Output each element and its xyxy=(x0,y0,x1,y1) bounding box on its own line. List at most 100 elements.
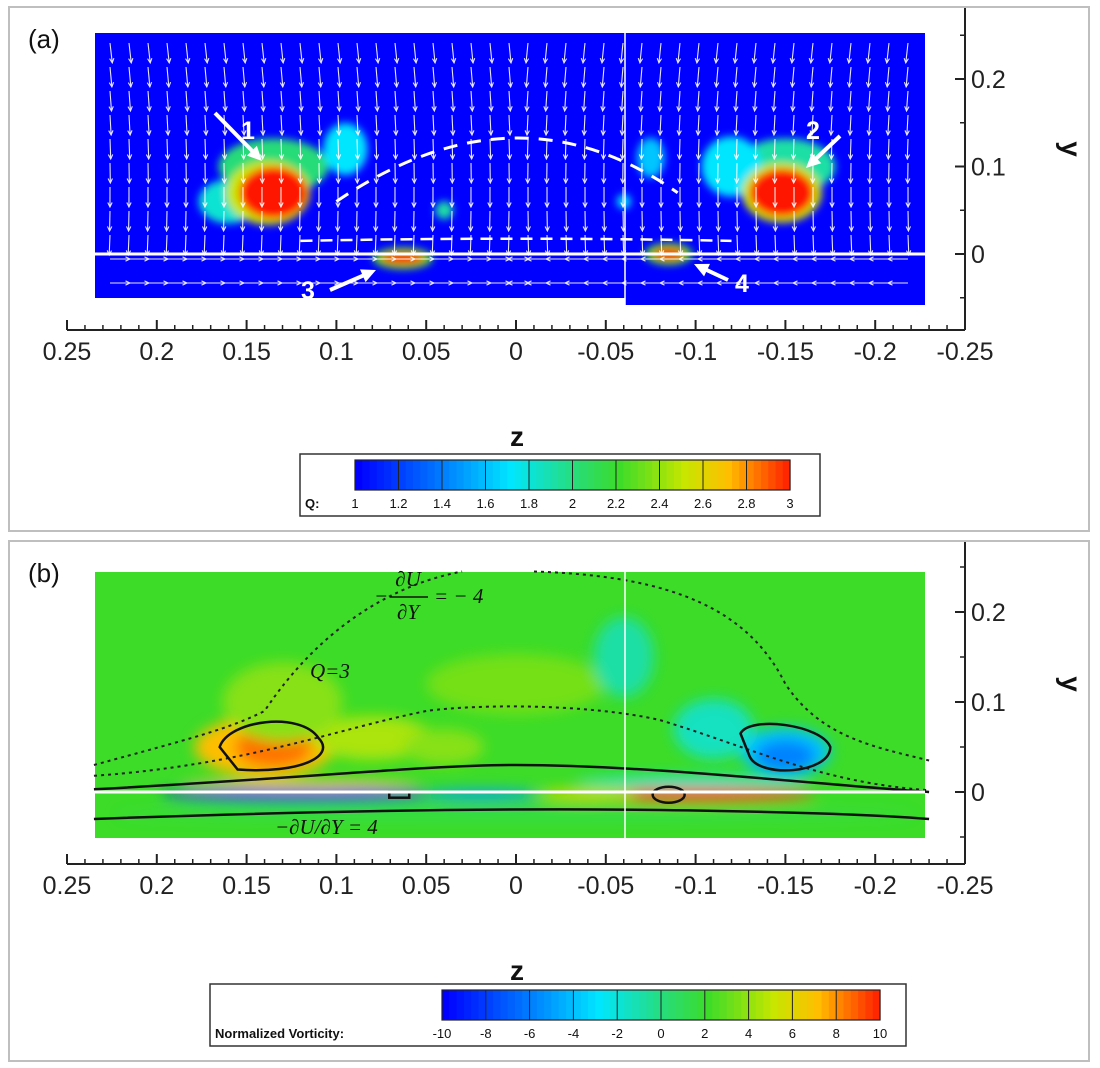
vector-arrowhead xyxy=(581,106,587,113)
vector-arrowhead xyxy=(259,226,265,233)
colorbar-tick-label: 2.8 xyxy=(737,496,755,511)
vorticity-region xyxy=(404,729,485,765)
vector-arrow xyxy=(146,234,149,256)
vector-arrowhead xyxy=(221,178,227,185)
vector-arrowhead xyxy=(145,178,151,185)
vector-arrowhead xyxy=(715,256,722,262)
vector-arrow xyxy=(204,138,207,160)
vector-arrowhead xyxy=(677,202,683,209)
vorticity-region xyxy=(755,740,816,772)
vector-arrowhead xyxy=(581,82,587,89)
vector-arrow xyxy=(204,42,208,63)
vector-arrowhead xyxy=(676,130,682,137)
vector-arrow xyxy=(696,66,700,87)
vector-arrowhead xyxy=(884,82,891,89)
annotation-q3: Q=3 xyxy=(310,659,350,683)
vector-arrowhead xyxy=(506,178,512,185)
colorbar-swatch xyxy=(595,990,604,1020)
colorbar-swatch xyxy=(493,990,501,1020)
vector-arrowhead xyxy=(488,58,495,65)
vector-arrow xyxy=(754,114,757,136)
colorbar-swatch xyxy=(799,990,808,1020)
vector-arrow xyxy=(128,42,132,63)
dashed-boundary xyxy=(335,136,679,203)
marker-arrow xyxy=(810,134,842,164)
panel-label: (b) xyxy=(28,558,60,588)
colorbar-swatch xyxy=(369,460,378,490)
vector-arrowhead xyxy=(714,154,721,161)
vector-arrow xyxy=(128,66,132,87)
contour-q3-left xyxy=(218,720,325,772)
marker-arrow xyxy=(329,271,370,292)
vector-arrowhead xyxy=(184,106,190,113)
vector-arrow xyxy=(166,66,170,87)
vector-arrow xyxy=(905,90,909,111)
marker-arrowhead xyxy=(360,269,376,283)
vector-arrowhead xyxy=(297,178,303,185)
vector-arrowhead xyxy=(751,57,757,65)
vector-arrow xyxy=(677,66,681,87)
x-tick-label: -0.05 xyxy=(577,872,634,900)
vector-arrowhead xyxy=(203,130,209,137)
colorbar-tick-label: -10 xyxy=(433,1026,452,1041)
colorbar-swatch xyxy=(668,990,677,1020)
vector-arrow xyxy=(223,90,226,111)
vector-arrow xyxy=(242,90,245,111)
colorbar-swatch xyxy=(748,990,757,1020)
vector-arrow xyxy=(185,90,189,111)
vector-arrowhead xyxy=(280,57,286,65)
vector-arrow xyxy=(772,66,776,87)
vector-arrowhead xyxy=(392,202,398,209)
vector-arrow xyxy=(223,42,227,63)
vector-arrowhead xyxy=(336,57,343,65)
vector-arrowhead xyxy=(299,57,305,65)
vector-arrow xyxy=(639,66,643,87)
vector-arrowhead xyxy=(127,130,133,137)
vorticity-region xyxy=(575,776,816,787)
colorbar-swatch xyxy=(843,990,852,1020)
colorbar-swatch xyxy=(485,460,494,490)
vector-arrowhead xyxy=(694,58,701,65)
vector-arrow xyxy=(544,66,548,87)
vector-arrowhead xyxy=(241,130,247,137)
vector-arrow xyxy=(544,42,548,63)
colorbar-swatch xyxy=(785,990,793,1020)
colorbar-swatch xyxy=(427,460,436,490)
vector-arrow xyxy=(242,42,246,63)
colorbar-swatch xyxy=(704,990,713,1020)
vector-arrowhead xyxy=(867,226,874,233)
vector-arrowhead xyxy=(562,106,568,113)
x-tick-label: -0.1 xyxy=(674,338,717,366)
colorbar-swatch xyxy=(703,460,711,490)
vector-arrowhead xyxy=(488,130,494,137)
contour-dudy-pos xyxy=(93,808,930,821)
x-tick-label: 0.25 xyxy=(43,872,92,900)
vector-arrow xyxy=(868,90,871,111)
annotation-dudy-pos: −∂U/∂Y = 4 xyxy=(275,815,378,839)
vector-arrowhead xyxy=(126,178,132,185)
x-tick-label: 0.1 xyxy=(319,872,354,900)
vector-arrowhead xyxy=(675,58,682,65)
vector-arrowhead xyxy=(373,154,380,161)
vector-arrowhead xyxy=(469,82,475,89)
vector-arrow xyxy=(489,114,492,136)
vector-arrowhead xyxy=(563,178,569,185)
colorbar-swatch xyxy=(442,990,450,1020)
vector-arrowhead xyxy=(393,82,400,89)
vector-arrowhead xyxy=(374,58,381,65)
vector-arrow xyxy=(696,42,700,63)
vector-arrow xyxy=(261,66,265,87)
vector-arrowhead xyxy=(335,178,341,185)
q-region xyxy=(616,194,631,209)
x-tick-label: 0.05 xyxy=(402,338,451,366)
vector-arrowhead xyxy=(278,178,284,185)
vector-arrowhead xyxy=(753,226,759,233)
vector-arrowhead xyxy=(544,256,551,262)
vector-arrowhead xyxy=(867,178,873,185)
colorbar-swatch xyxy=(485,990,494,1020)
vector-arrowhead xyxy=(715,280,722,286)
vector-arrowhead xyxy=(298,82,305,89)
vector-arrow xyxy=(792,90,795,111)
vector-arrowhead xyxy=(677,178,683,185)
vector-arrowhead xyxy=(867,256,874,262)
